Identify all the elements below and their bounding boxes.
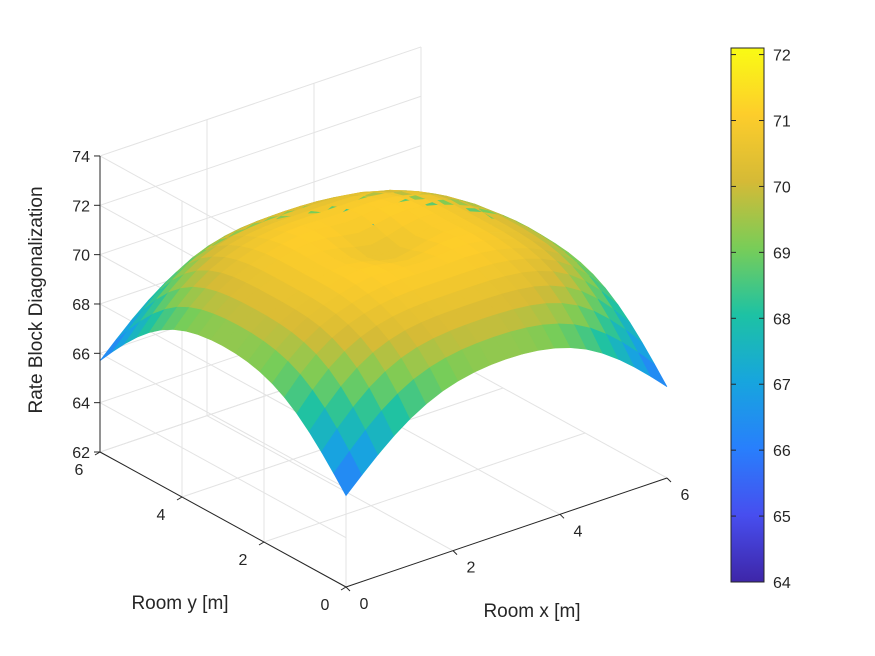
z-tick-label: 66 — [72, 346, 90, 363]
z-tick-label: 68 — [72, 297, 90, 314]
colorbar: 64 65 66 67 68 69 70 71 72 — [730, 47, 791, 592]
y-tick-label: 0 — [321, 597, 330, 614]
x-tick-label: 4 — [574, 523, 583, 540]
z-tick-label: 62 — [72, 445, 90, 462]
colorbar-tick-label: 65 — [773, 509, 791, 526]
z-tick-label: 70 — [72, 248, 90, 265]
z-tick-label: 64 — [72, 396, 90, 413]
z-axis-label: Rate Block Diagonalization — [26, 186, 47, 413]
surface-patch — [638, 352, 668, 387]
z-tick-label: 72 — [72, 198, 90, 215]
colorbar-tick-label: 69 — [773, 245, 791, 262]
colorbar-gradient — [730, 47, 765, 583]
x-axis-label: Room x [m] — [483, 601, 580, 622]
colorbar-tick-label: 68 — [773, 311, 791, 328]
surface — [99, 189, 668, 497]
colorbar-tick-label: 71 — [773, 114, 791, 131]
x-tick-label: 2 — [467, 560, 476, 577]
x-tick-label: 0 — [360, 596, 369, 613]
colorbar-ticks: 64 65 66 67 68 69 70 71 72 — [731, 48, 791, 592]
y-tick-label: 2 — [239, 552, 248, 569]
colorbar-tick-label: 70 — [773, 179, 791, 196]
colorbar-tick-label: 67 — [773, 377, 791, 394]
colorbar-tick-label: 64 — [773, 575, 791, 592]
y-tick-label: 6 — [75, 462, 84, 479]
y-tick-label: 4 — [157, 507, 166, 524]
colorbar-tick-label: 72 — [773, 48, 791, 65]
y-axis-label: Room y [m] — [131, 593, 228, 614]
x-tick-label: 6 — [681, 487, 690, 504]
z-tick-label: 74 — [72, 149, 90, 166]
colorbar-tick-label: 66 — [773, 443, 791, 460]
